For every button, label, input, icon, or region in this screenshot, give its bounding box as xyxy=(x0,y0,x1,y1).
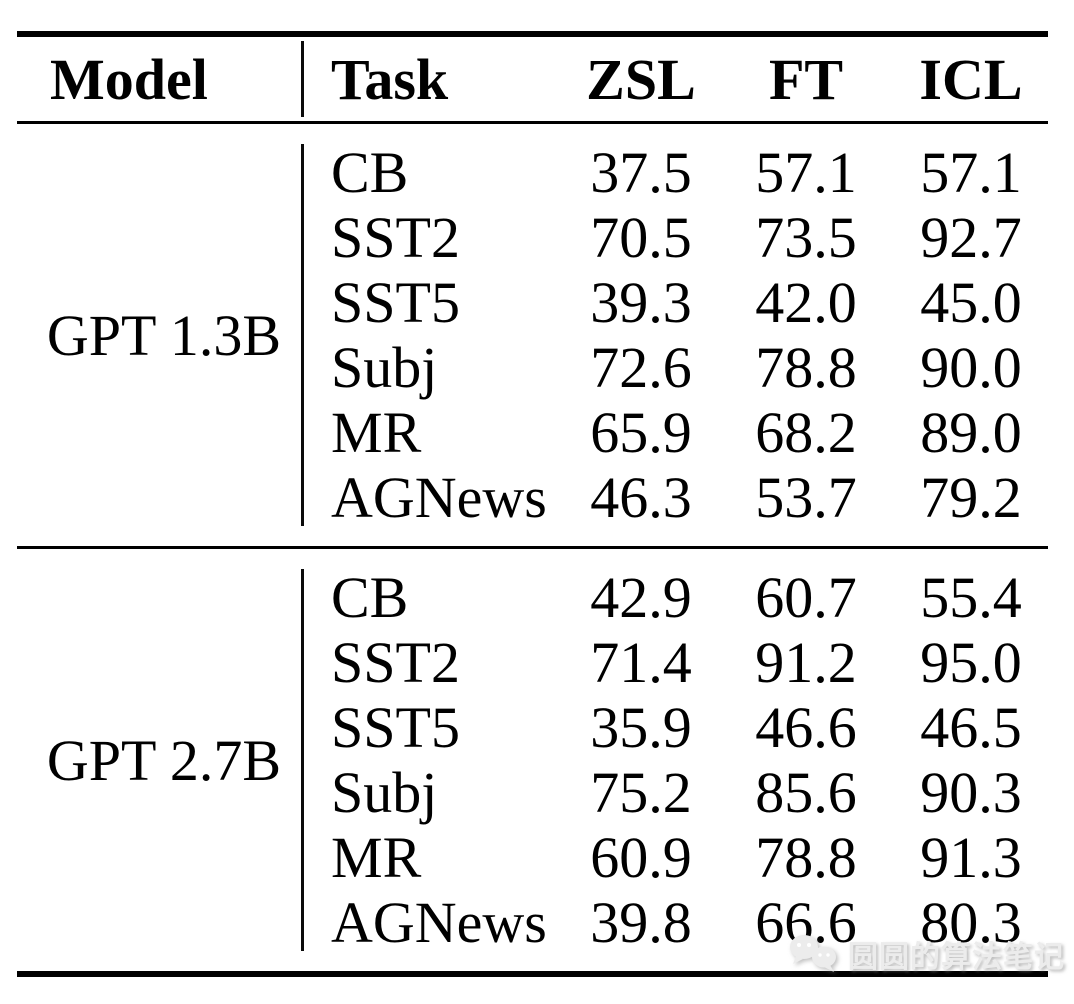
task-cell: SST5 xyxy=(331,695,460,760)
task-cell: CB xyxy=(331,565,409,630)
icl-cell: 80.3 xyxy=(920,890,1022,955)
task-cell: CB xyxy=(331,140,409,205)
ft-cell: 85.6 xyxy=(755,760,857,825)
task-cell: AGNews xyxy=(331,890,547,955)
column-header-ft: FT xyxy=(768,46,844,112)
zsl-cell: 37.5 xyxy=(590,140,692,205)
ft-cell: 73.5 xyxy=(755,205,857,270)
ft-cell: 78.8 xyxy=(755,335,857,400)
zsl-cell: 70.5 xyxy=(590,205,692,270)
ft-cell: 53.7 xyxy=(755,465,857,530)
header-right-section: Task ZSL FT ICL xyxy=(301,37,1048,121)
ft-cell: 68.2 xyxy=(755,400,857,465)
model-group-gpt-1-3b: GPT 1.3B CB 37.5 57.1 57.1 SST2 70.5 73.… xyxy=(17,124,1048,546)
zsl-cell: 75.2 xyxy=(590,760,692,825)
table-header-row: Model Task ZSL FT ICL xyxy=(17,37,1048,121)
zsl-cell: 46.3 xyxy=(590,465,692,530)
ft-cell: 46.6 xyxy=(755,695,857,760)
table-row: SST5 39.3 42.0 45.0 xyxy=(301,270,1048,335)
icl-cell: 95.0 xyxy=(920,630,1022,695)
icl-cell: 92.7 xyxy=(920,205,1022,270)
task-cell: SST5 xyxy=(331,270,460,335)
model-label: GPT 1.3B xyxy=(46,302,282,368)
icl-cell: 46.5 xyxy=(920,695,1022,760)
column-header-model: Model xyxy=(50,46,208,112)
task-cell: SST2 xyxy=(331,205,460,270)
ft-cell: 42.0 xyxy=(755,270,857,335)
table-row: Subj 72.6 78.8 90.0 xyxy=(301,335,1048,400)
ft-cell: 60.7 xyxy=(755,565,857,630)
wechat-chat-bubbles-icon xyxy=(788,933,840,975)
task-cell: SST2 xyxy=(331,630,460,695)
zsl-cell: 71.4 xyxy=(590,630,692,695)
icl-cell: 91.3 xyxy=(920,825,1022,890)
model-group-gpt-2-7b: GPT 2.7B CB 42.9 60.7 55.4 SST2 71.4 91.… xyxy=(17,549,1048,971)
icl-cell: 89.0 xyxy=(920,400,1022,465)
table-row: CB 37.5 57.1 57.1 xyxy=(301,140,1048,205)
header-grid-row: Task ZSL FT ICL xyxy=(301,37,1048,121)
column-header-zsl: ZSL xyxy=(586,46,696,112)
watermark: 圆圆的算法笔记 xyxy=(788,932,1065,976)
ft-cell: 78.8 xyxy=(755,825,857,890)
zsl-cell: 39.8 xyxy=(590,890,692,955)
icl-cell: 57.1 xyxy=(920,140,1022,205)
zsl-cell: 42.9 xyxy=(590,565,692,630)
task-cell: AGNews xyxy=(331,465,547,530)
icl-cell: 45.0 xyxy=(920,270,1022,335)
group-rows: CB 37.5 57.1 57.1 SST2 70.5 73.5 92.7 SS… xyxy=(301,140,1048,530)
zsl-cell: 35.9 xyxy=(590,695,692,760)
zsl-cell: 60.9 xyxy=(590,825,692,890)
group-rows: CB 42.9 60.7 55.4 SST2 71.4 91.2 95.0 SS… xyxy=(301,565,1048,955)
ft-cell: 57.1 xyxy=(755,140,857,205)
zsl-cell: 72.6 xyxy=(590,335,692,400)
icl-cell: 90.3 xyxy=(920,760,1022,825)
table-row: MR 60.9 78.8 91.3 xyxy=(301,825,1048,890)
table-row: SST5 35.9 46.6 46.5 xyxy=(301,695,1048,760)
table-row: MR 65.9 68.2 89.0 xyxy=(301,400,1048,465)
column-header-task: Task xyxy=(331,46,449,112)
table-row: AGNews 46.3 53.7 79.2 xyxy=(301,465,1048,530)
column-header-icl: ICL xyxy=(919,46,1023,112)
zsl-cell: 65.9 xyxy=(590,400,692,465)
table-bottom-rule xyxy=(17,971,1048,977)
task-cell: Subj xyxy=(331,335,438,400)
icl-cell: 55.4 xyxy=(920,565,1022,630)
table-row: SST2 71.4 91.2 95.0 xyxy=(301,630,1048,695)
model-label: GPT 2.7B xyxy=(46,727,282,793)
task-cell: MR xyxy=(331,825,422,890)
table-row: AGNews 39.8 66.6 80.3 xyxy=(301,890,1048,955)
table-top-rule xyxy=(17,31,1048,37)
icl-cell: 90.0 xyxy=(920,335,1022,400)
zsl-cell: 39.3 xyxy=(590,270,692,335)
task-cell: Subj xyxy=(331,760,438,825)
table-row: CB 42.9 60.7 55.4 xyxy=(301,565,1048,630)
table-row: Subj 75.2 85.6 90.3 xyxy=(301,760,1048,825)
table-row: SST2 70.5 73.5 92.7 xyxy=(301,205,1048,270)
icl-cell: 79.2 xyxy=(920,465,1022,530)
ft-cell: 91.2 xyxy=(755,630,857,695)
task-cell: MR xyxy=(331,400,422,465)
watermark-text: 圆圆的算法笔记 xyxy=(848,940,1065,975)
group-divider-rule xyxy=(17,546,1048,549)
header-divider-rule xyxy=(17,121,1048,124)
results-table: Model Task ZSL FT ICL GPT 1.3B CB 37.5 5… xyxy=(17,31,1048,977)
